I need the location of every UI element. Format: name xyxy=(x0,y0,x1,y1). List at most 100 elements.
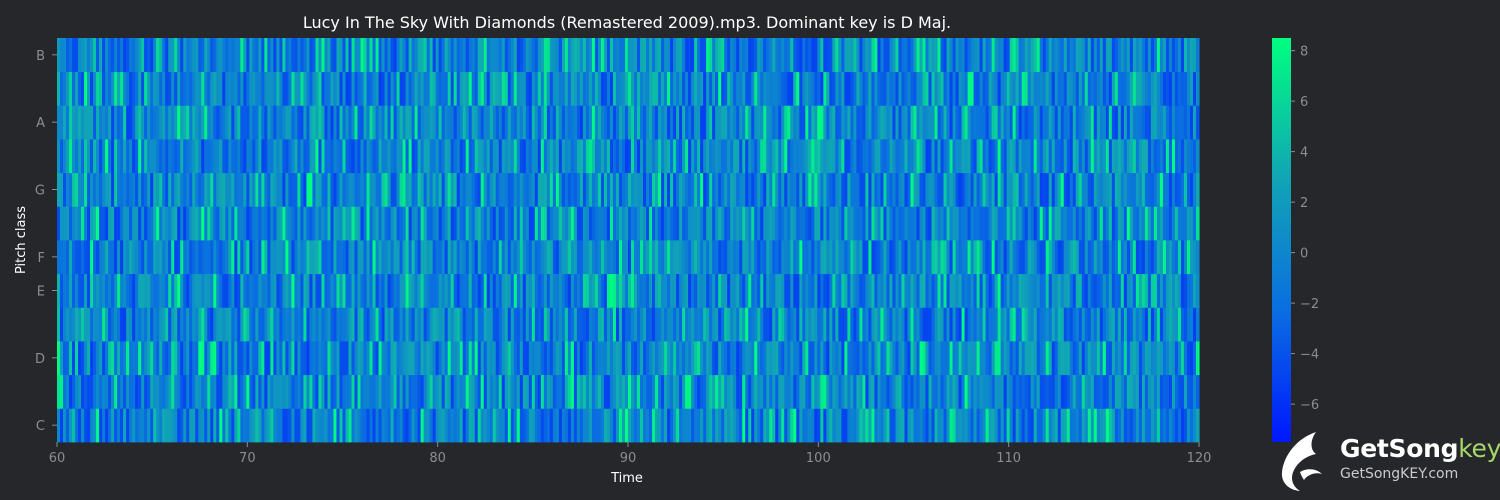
heatmap-cell xyxy=(321,408,326,443)
heatmap-cell xyxy=(249,172,253,207)
heatmap-cell xyxy=(892,71,897,106)
heatmap-cell xyxy=(1024,139,1029,174)
heatmap-cell xyxy=(381,307,386,342)
heatmap-cell xyxy=(432,172,437,207)
heatmap-cell xyxy=(276,341,280,376)
heatmap-cell xyxy=(150,341,154,376)
heatmap-cell xyxy=(132,408,136,443)
heatmap-cell xyxy=(318,273,323,308)
heatmap-cell xyxy=(856,408,861,443)
heatmap-cell xyxy=(366,341,371,376)
heatmap-cell xyxy=(697,139,701,174)
colorbar-tick-label: 0 xyxy=(1300,247,1308,262)
heatmap-cell xyxy=(366,38,371,73)
heatmap-cell xyxy=(273,172,277,207)
heatmap-cell xyxy=(453,172,458,207)
heatmap-cell xyxy=(69,105,73,140)
heatmap-cell xyxy=(1042,139,1047,174)
heatmap-cell xyxy=(1165,307,1170,342)
heatmap-cell xyxy=(213,172,217,207)
heatmap-cell xyxy=(1105,240,1110,275)
heatmap-cell xyxy=(339,374,344,409)
heatmap-cell xyxy=(793,38,797,73)
heatmap-cell xyxy=(207,71,211,106)
heatmap-cell xyxy=(1195,374,1200,409)
heatmap-cell xyxy=(75,374,79,409)
heatmap-cell xyxy=(375,374,380,409)
heatmap-cell xyxy=(420,38,425,73)
heatmap-cell xyxy=(363,139,368,174)
heatmap-cell xyxy=(970,408,975,443)
heatmap-cell xyxy=(1096,105,1101,140)
heatmap-cell xyxy=(120,374,124,409)
heatmap-cell xyxy=(964,206,969,241)
heatmap-cell xyxy=(1066,341,1071,376)
heatmap-cell xyxy=(66,71,70,106)
heatmap-cell xyxy=(585,105,590,140)
heatmap-cell xyxy=(297,38,302,73)
y-tick-label: G xyxy=(35,184,45,199)
heatmap-cell xyxy=(477,307,482,342)
heatmap-cell xyxy=(1186,341,1191,376)
heatmap-cell xyxy=(84,38,88,73)
heatmap-cell xyxy=(459,172,464,207)
heatmap-cell xyxy=(730,139,734,174)
heatmap-cell xyxy=(907,172,912,207)
heatmap-cell xyxy=(673,408,677,443)
heatmap-cell xyxy=(624,172,629,207)
heatmap-cell xyxy=(1099,139,1104,174)
heatmap-cell xyxy=(1129,139,1134,174)
heatmap-cell xyxy=(664,105,668,140)
heatmap-cell xyxy=(189,105,193,140)
heatmap-cell xyxy=(156,71,160,106)
heatmap-cell xyxy=(315,408,320,443)
heatmap-cell xyxy=(564,341,569,376)
heatmap-cell xyxy=(781,71,785,106)
heatmap-cell xyxy=(949,307,954,342)
heatmap-cell xyxy=(970,273,975,308)
heatmap-cell xyxy=(928,307,933,342)
heatmap-cell xyxy=(919,273,924,308)
heatmap-cell xyxy=(600,139,605,174)
heatmap-cell xyxy=(204,206,208,241)
heatmap-cell xyxy=(1132,206,1137,241)
heatmap-cell xyxy=(501,307,506,342)
heatmap-cell xyxy=(949,374,954,409)
heatmap-cell xyxy=(1081,105,1086,140)
heatmap-cell xyxy=(264,374,268,409)
heatmap-cell xyxy=(817,139,821,174)
heatmap-cell xyxy=(276,105,280,140)
heatmap-cell xyxy=(603,172,608,207)
heatmap-cell xyxy=(673,105,677,140)
heatmap-cell xyxy=(1087,408,1092,443)
heatmap-cell xyxy=(153,172,157,207)
heatmap-cell xyxy=(84,374,88,409)
heatmap-cell xyxy=(483,139,488,174)
heatmap-cell xyxy=(1021,71,1026,106)
heatmap-cell xyxy=(1060,307,1065,342)
heatmap-cell xyxy=(1063,341,1068,376)
heatmap-cell xyxy=(75,139,79,174)
heatmap-cell xyxy=(1126,341,1131,376)
heatmap-cell xyxy=(1156,105,1161,140)
heatmap-cell xyxy=(865,341,870,376)
heatmap-cell xyxy=(540,172,545,207)
heatmap-cell xyxy=(640,172,644,207)
heatmap-cell xyxy=(1012,139,1017,174)
heatmap-cell xyxy=(637,172,641,207)
heatmap-cell xyxy=(865,71,870,106)
heatmap-cell xyxy=(1102,240,1107,275)
heatmap-cell xyxy=(1132,105,1137,140)
heatmap-cell xyxy=(444,273,449,308)
heatmap-cell xyxy=(640,139,644,174)
heatmap-cell xyxy=(69,307,73,342)
heatmap-cell xyxy=(1156,38,1161,73)
heatmap-cell xyxy=(1177,172,1182,207)
heatmap-cell xyxy=(934,273,939,308)
heatmap-cell xyxy=(525,374,530,409)
heatmap-cell xyxy=(417,139,422,174)
heatmap-cell xyxy=(961,341,966,376)
heatmap-cell xyxy=(171,374,175,409)
heatmap-cell xyxy=(582,408,587,443)
heatmap-cell xyxy=(1162,172,1167,207)
